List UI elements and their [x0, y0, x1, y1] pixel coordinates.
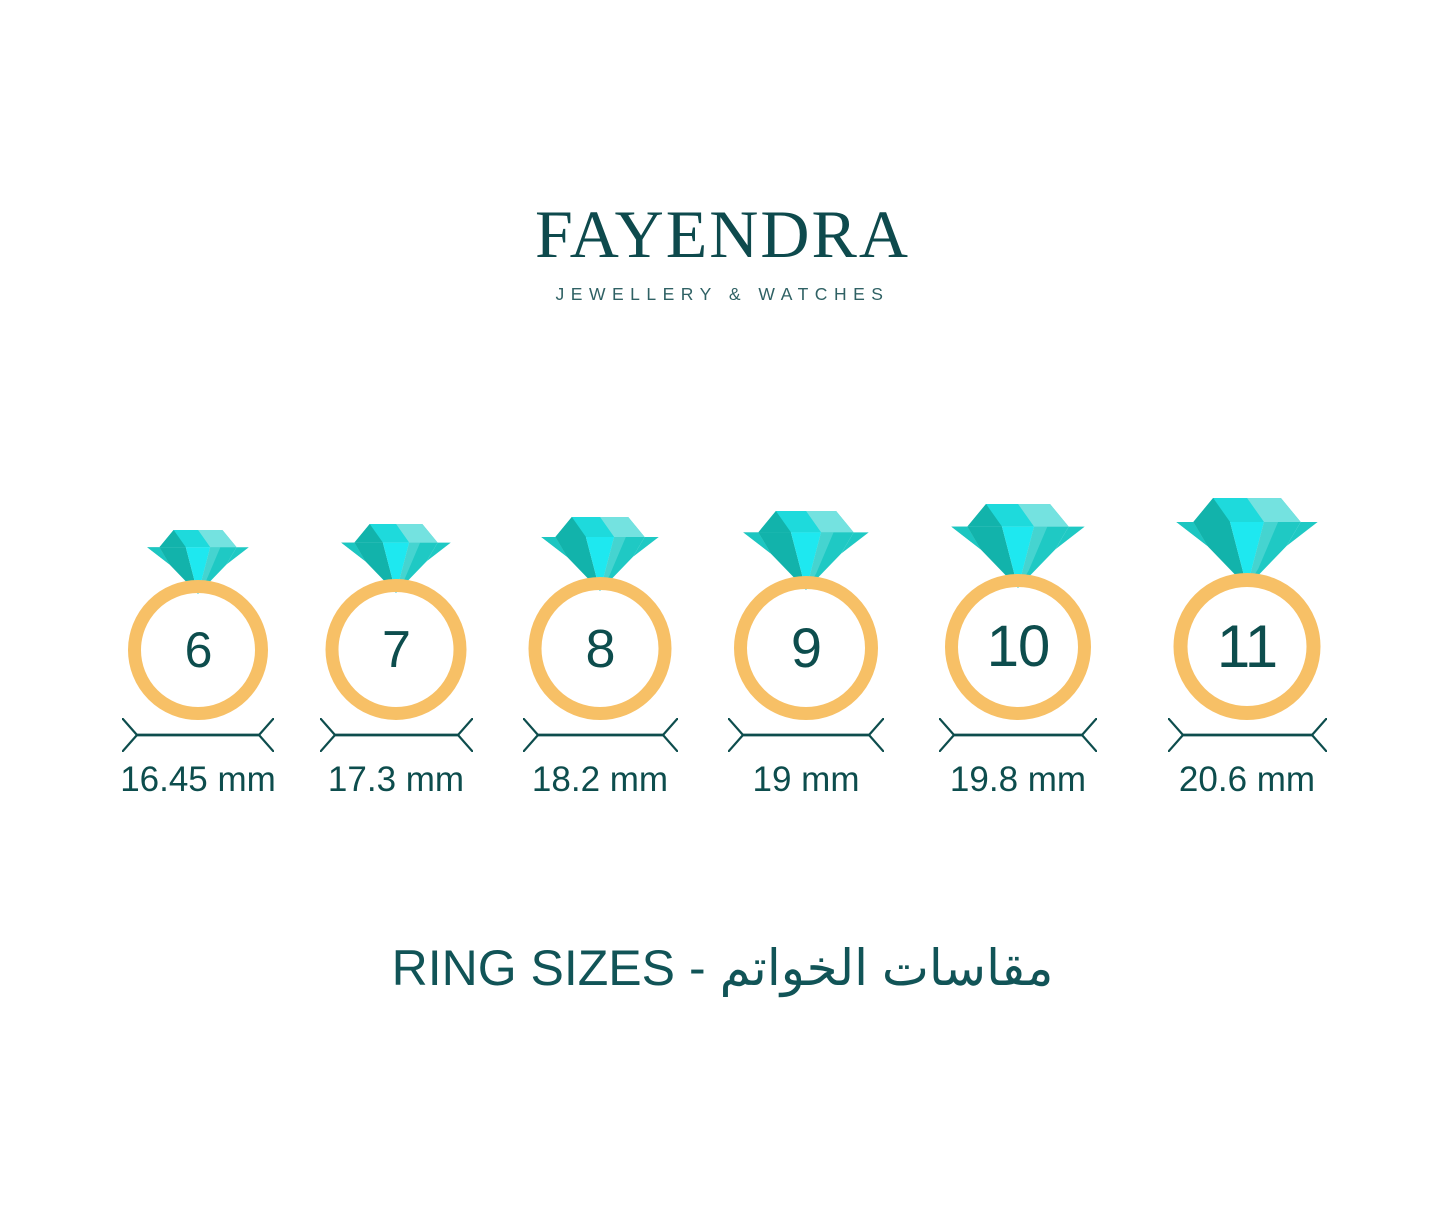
ring-size-number: 6 [184, 622, 213, 678]
ring-size-number: 10 [986, 614, 1051, 679]
ring-with-diamond-icon: 11 [1144, 498, 1351, 720]
ring-dimension-item: 19.8 mm [908, 718, 1128, 800]
ring-dimension-item: 18.2 mm [490, 718, 710, 800]
ring-band: 11 [1173, 573, 1321, 720]
chart-title: RING SIZES - مقاسات الخواتم [0, 938, 1445, 998]
ring-with-diamond-icon: 9 [704, 511, 908, 720]
chart-title-arabic: مقاسات الخواتم [719, 940, 1054, 996]
dimension-line-icon [522, 718, 678, 752]
ring-size-item[interactable]: 9 [704, 511, 908, 720]
ring-band: 10 [945, 574, 1091, 720]
ring-diameter-label: 16.45 mm [120, 760, 276, 799]
diamond-icon [951, 504, 1085, 588]
ring-size-item[interactable]: 11 [1144, 498, 1351, 720]
diamond-icon [743, 511, 869, 590]
brand-name: FAYENDRA [535, 196, 910, 272]
ring-size-item[interactable]: 8 [499, 517, 702, 720]
ring-with-diamond-icon: 8 [499, 517, 702, 720]
dimension-line-icon [122, 718, 274, 752]
dimension-line-icon [1167, 718, 1327, 752]
chart-title-separator: - [689, 940, 706, 996]
ring-dimension-item: 20.6 mm [1137, 718, 1357, 800]
ring-band: 7 [325, 579, 467, 720]
ring-size-number: 7 [382, 620, 411, 679]
ring-size-item[interactable]: 6 [98, 530, 298, 720]
brand-header: FAYENDRA JEWELLERY & WATCHES [0, 200, 1445, 305]
ring-with-diamond-icon: 6 [98, 530, 298, 720]
ring-dimension-item: 19 mm [696, 718, 916, 800]
ring-diameter-label: 17.3 mm [327, 760, 465, 799]
dimension-line-icon [728, 718, 884, 752]
ring-size-number: 11 [1216, 612, 1278, 680]
ring-with-diamond-icon: 10 [915, 504, 1121, 720]
ring-size-row: 6 7 8 [0, 450, 1445, 720]
ring-band: 6 [128, 580, 268, 720]
ring-dimension-item: 16.45 mm [88, 718, 308, 800]
ring-diameter-label: 19 mm [752, 760, 860, 799]
ring-diameter-label: 19.8 mm [949, 760, 1087, 799]
ring-diameter-label: 18.2 mm [531, 760, 669, 799]
ring-dimension-item: 17.3 mm [286, 718, 506, 800]
dimension-row: 16.45 mm 17.3 mm 18.2 mm 19 mm 19.8 mm 2… [0, 718, 1445, 828]
ring-diameter-label: 20.6 mm [1178, 760, 1316, 799]
ring-band: 9 [734, 576, 878, 720]
ring-size-number: 9 [790, 616, 822, 679]
dimension-line-icon [319, 718, 473, 752]
ring-band: 8 [528, 577, 672, 720]
diamond-icon [1176, 498, 1318, 587]
ring-size-item[interactable]: 10 [915, 504, 1121, 720]
ring-with-diamond-icon: 7 [296, 524, 497, 720]
chart-title-english: RING SIZES [391, 940, 675, 996]
dimension-line-icon [939, 718, 1097, 752]
ring-size-item[interactable]: 7 [296, 524, 497, 720]
ring-size-number: 8 [585, 618, 615, 679]
brand-tagline: JEWELLERY & WATCHES [555, 284, 890, 304]
